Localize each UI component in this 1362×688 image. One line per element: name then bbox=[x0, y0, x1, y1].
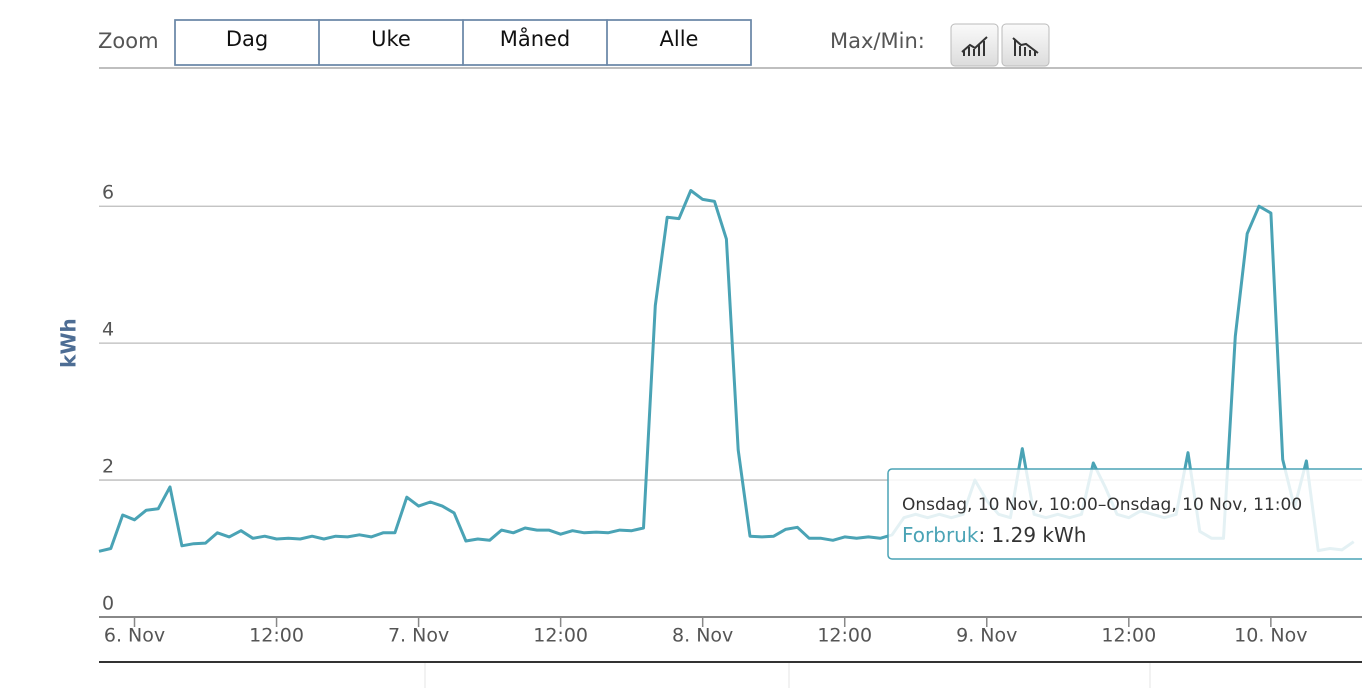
y-tick-label: 2 bbox=[102, 456, 114, 478]
zoom-button-label[interactable]: Dag bbox=[226, 27, 268, 51]
zoom-button[interactable] bbox=[606, 19, 752, 66]
zoom-button-label[interactable]: Alle bbox=[660, 27, 699, 51]
y-axis-title: kWh bbox=[57, 318, 81, 368]
zoom-button-label[interactable]: Måned bbox=[500, 26, 571, 51]
tooltip-value: : 1.29 kWh bbox=[978, 523, 1086, 547]
tooltip-series: Forbruk bbox=[902, 523, 979, 547]
y-tick-label: 6 bbox=[102, 182, 114, 204]
x-tick-label: 12:00 bbox=[533, 625, 588, 647]
x-tick-label: 6. Nov bbox=[104, 625, 165, 647]
max-button[interactable] bbox=[950, 23, 999, 67]
plot: 0 2 4 6 6. Nov 12:00 7. Nov 12:00 8. Nov 12:00 9. … bbox=[98, 182, 1362, 647]
y-tick-label: 4 bbox=[102, 319, 114, 341]
x-tick-label: 12:00 bbox=[249, 625, 304, 647]
zoom-group: Dag Uke Måned Alle bbox=[174, 19, 752, 66]
x-tick-label: 12:00 bbox=[817, 625, 872, 647]
x-tick-label: 10. Nov bbox=[1234, 625, 1307, 647]
y-tick-label: 0 bbox=[102, 593, 114, 615]
tooltip-body: Forbruk: 1.29 kWh bbox=[902, 523, 1086, 547]
tooltip-header: Onsdag, 10 Nov, 10:00–Onsdag, 10 Nov, 11… bbox=[902, 495, 1302, 515]
maxmin-label: Max/Min: bbox=[830, 29, 925, 53]
x-tick-label: 7. Nov bbox=[388, 625, 449, 647]
tooltip: Onsdag, 10 Nov, 10:00–Onsdag, 10 Nov, 11… bbox=[887, 468, 1362, 560]
zoom-label: Zoom bbox=[98, 29, 159, 53]
min-button[interactable] bbox=[1001, 23, 1050, 67]
x-tick-label: 9. Nov bbox=[956, 625, 1017, 647]
x-tick-label: 12:00 bbox=[1101, 625, 1156, 647]
zoom-button-label[interactable]: Uke bbox=[371, 27, 411, 51]
tooltip-box bbox=[887, 468, 1362, 560]
x-tick-label: 8. Nov bbox=[672, 625, 733, 647]
